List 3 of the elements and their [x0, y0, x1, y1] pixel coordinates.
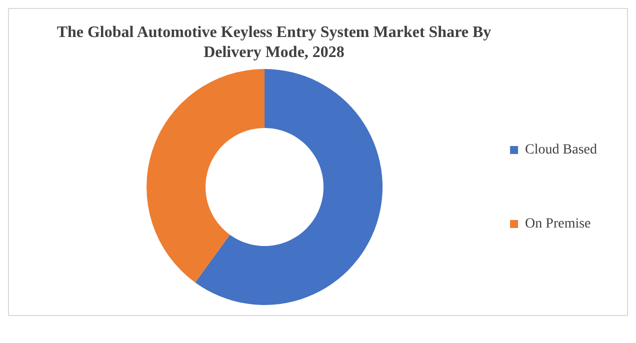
chart-title: The Global Automotive Keyless Entry System Market Share By Delivery Mode, 2028: [56, 23, 492, 63]
legend-label: Cloud Based: [525, 142, 598, 158]
legend-label: On Premise: [525, 216, 591, 232]
